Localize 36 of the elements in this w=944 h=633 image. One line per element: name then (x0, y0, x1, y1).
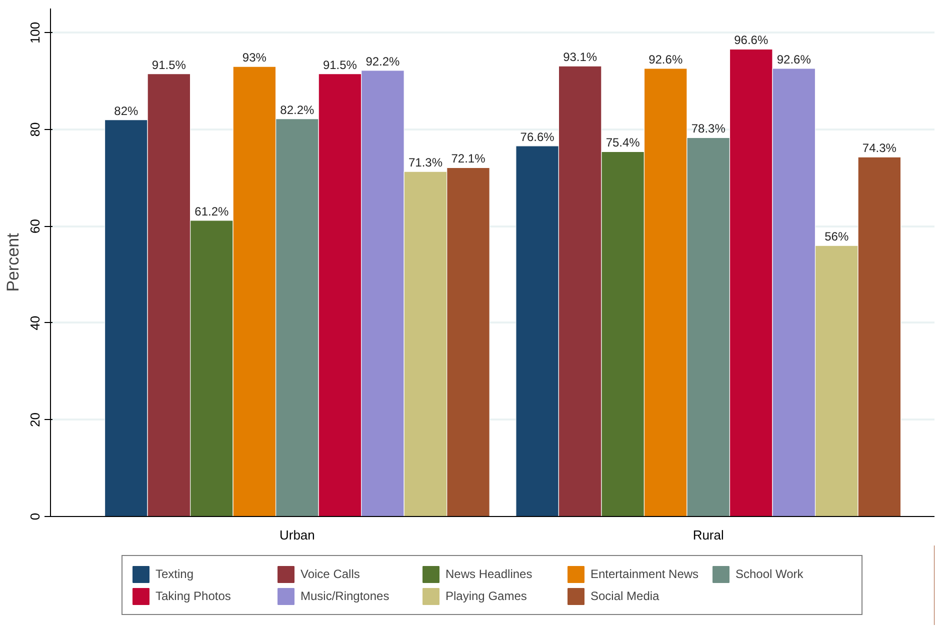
legend-label: Music/Ringtones (300, 589, 390, 603)
legend-label: News Headlines (446, 567, 534, 581)
data-label: 61.2% (194, 204, 230, 218)
y-tick-label: 100 (28, 22, 42, 44)
data-label: 82% (114, 104, 138, 118)
legend-label: Voice Calls (300, 567, 361, 581)
y-axis-title: Percent (4, 232, 22, 292)
legend-label: Texting (156, 567, 195, 581)
data-label: 78.3% (691, 122, 726, 136)
y-tick-label: 20 (28, 412, 42, 427)
x-tick-label: Rural (692, 528, 724, 542)
data-label: 91.5% (152, 58, 186, 72)
data-label: 82.2% (280, 102, 315, 117)
legend-label: Social Media (590, 589, 660, 603)
y-tick-label: 60 (28, 218, 42, 234)
legend-label: Taking Photos (156, 589, 232, 603)
data-label: 72.1% (451, 152, 486, 166)
y-tick-label: 40 (28, 316, 42, 330)
legend-label: Playing Games (446, 589, 528, 603)
legend-label: Entertainment News (590, 567, 700, 581)
y-tick-label: 0 (28, 512, 42, 520)
data-label: 71.3% (408, 156, 443, 170)
data-label: 96.6% (734, 33, 768, 48)
data-label: 92.2% (366, 54, 400, 68)
data-label: 92.6% (776, 52, 812, 66)
data-label: 93.1% (563, 50, 598, 64)
data-label: 56% (824, 230, 849, 244)
data-label: 93% (242, 50, 267, 65)
data-label: 92.6% (648, 52, 683, 66)
x-tick-label: Urban (279, 528, 315, 542)
data-label: 75.4% (606, 136, 640, 150)
y-tick-label: 80 (28, 122, 42, 137)
data-label: 91.5% (322, 58, 358, 72)
data-label: 74.3% (862, 141, 897, 156)
data-label: 76.6% (520, 130, 555, 144)
legend-label: School Work (736, 567, 804, 581)
